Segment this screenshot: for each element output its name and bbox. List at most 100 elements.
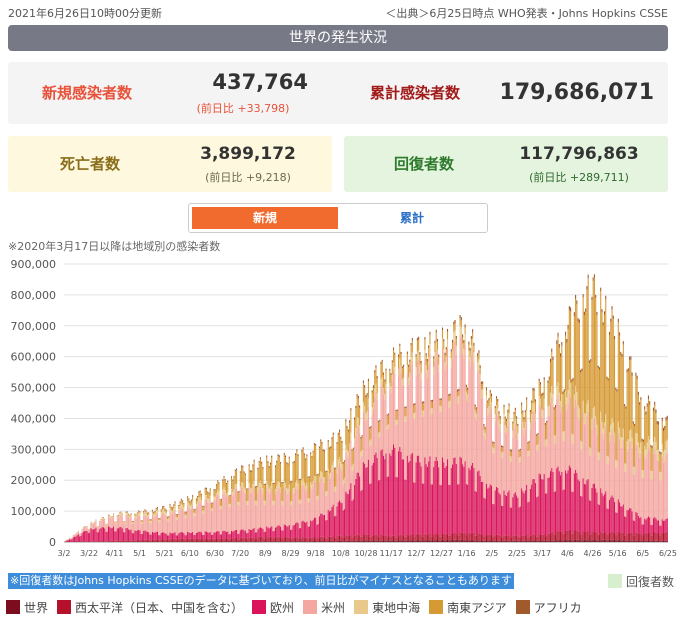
bar-segment-se_asia: [541, 396, 543, 410]
bar-segment-europe: [177, 535, 179, 540]
bar-segment-americas: [542, 418, 544, 480]
bar-segment-world: [277, 541, 279, 542]
bar-segment-world: [642, 540, 644, 542]
bar-segment-africa: [472, 329, 474, 333]
view-toggle: 新規 累計: [188, 203, 488, 233]
bar-segment-east_med: [455, 345, 457, 356]
bar-segment-se_asia: [145, 511, 147, 513]
bar-segment-west_pacific: [288, 537, 290, 542]
bar-segment-se_asia: [107, 514, 110, 516]
bar-segment-americas: [107, 516, 110, 527]
bar-segment-world: [644, 540, 646, 542]
bar-segment-americas: [532, 411, 534, 480]
bar-segment-americas: [414, 418, 416, 483]
bar-segment-west_pacific: [386, 537, 388, 541]
bar-segment-africa: [547, 380, 549, 384]
bar-segment-east_med: [223, 487, 225, 492]
bar-segment-east_med: [182, 504, 184, 509]
bar-segment-east_med: [106, 524, 108, 526]
bar-segment-east_med: [641, 469, 643, 478]
bar-segment-west_pacific: [312, 537, 314, 542]
bar-segment-east_med: [474, 410, 476, 418]
bar-segment-east_med: [384, 393, 386, 401]
bar-segment-east_med: [657, 449, 660, 461]
bar-segment-africa: [375, 365, 377, 368]
bar-segment-east_med: [151, 512, 153, 516]
bar-segment-west_pacific: [357, 534, 359, 541]
bar-segment-americas: [590, 456, 592, 501]
bar-segment-se_asia: [282, 483, 284, 502]
bar-segment-americas: [297, 488, 299, 524]
legend-label: 米州: [321, 601, 346, 615]
bar-segment-east_med: [483, 430, 485, 437]
bar-segment-east_med: [219, 506, 221, 510]
bar-segment-europe: [475, 491, 477, 536]
bar-segment-africa: [619, 332, 621, 336]
bar-segment-africa: [644, 406, 646, 410]
y-tick-label: 900,000: [11, 258, 57, 271]
bar-segment-americas: [173, 512, 175, 533]
bar-segment-europe: [168, 535, 170, 540]
bar-segment-east_med: [558, 392, 560, 405]
new-cases-label: 新規感染者数: [42, 84, 133, 102]
bar-segment-west_pacific: [517, 536, 519, 541]
bar-segment-se_asia: [600, 291, 602, 412]
bar-segment-world: [458, 540, 460, 542]
bar-segment-west_pacific: [217, 538, 219, 542]
bar-segment-se_asia: [567, 328, 569, 390]
bar-segment-east_med: [557, 382, 559, 396]
bar-segment-world: [429, 539, 431, 542]
bar-segment-west_pacific: [489, 534, 491, 541]
bar-segment-world: [286, 541, 288, 542]
bar-segment-europe: [410, 454, 412, 535]
tab-new[interactable]: 新規: [192, 207, 338, 229]
bar-segment-east_med: [424, 349, 426, 359]
bar-segment-se_asia: [128, 514, 130, 516]
bar-segment-americas: [212, 510, 214, 535]
bar-segment-east_med: [202, 510, 204, 514]
bar-segment-world: [656, 540, 658, 542]
bar-segment-world: [410, 540, 412, 542]
bar-segment-americas: [174, 509, 176, 533]
bar-segment-americas: [605, 425, 607, 492]
bar-segment-world: [480, 540, 482, 542]
bar-segment-east_med: [210, 508, 212, 512]
bar-segment-se_asia: [234, 471, 236, 485]
bar-segment-europe: [246, 533, 248, 539]
bar-segment-east_med: [533, 403, 535, 412]
bar-segment-east_med: [215, 492, 218, 497]
bar-segment-europe: [381, 449, 383, 536]
bar-segment-americas: [441, 347, 444, 458]
tab-total[interactable]: 累計: [399, 211, 424, 225]
bar-segment-west_pacific: [539, 534, 541, 541]
bar-segment-americas: [488, 414, 490, 488]
bar-segment-east_med: [506, 427, 508, 435]
bar-segment-west_pacific: [391, 535, 393, 541]
bar-segment-east_med: [370, 439, 372, 446]
bar-segment-americas: [79, 534, 81, 537]
bar-segment-americas: [644, 456, 646, 519]
bar-segment-east_med: [168, 518, 170, 522]
y-tick-label: 700,000: [11, 320, 57, 333]
bar-segment-east_med: [622, 428, 624, 440]
bar-segment-se_asia: [582, 297, 584, 401]
bar-segment-americas: [187, 506, 189, 532]
bar-segment-americas: [360, 457, 362, 492]
bar-segment-africa: [439, 398, 441, 401]
bar-segment-west_pacific: [621, 532, 623, 541]
bar-segment-east_med: [331, 465, 333, 472]
bar-segment-americas: [526, 418, 528, 485]
bar-segment-west_pacific: [421, 536, 423, 541]
bar-segment-world: [537, 540, 539, 542]
bar-segment-americas: [642, 477, 644, 525]
bar-segment-east_med: [582, 400, 584, 413]
bar-segment-west_pacific: [639, 533, 641, 541]
bar-segment-americas: [558, 404, 560, 472]
bar-segment-world: [375, 540, 377, 542]
bar-segment-americas: [94, 522, 96, 529]
bar-segment-se_asia: [517, 425, 519, 434]
bar-segment-west_pacific: [202, 539, 204, 542]
bar-segment-world: [598, 540, 601, 542]
bar-segment-africa: [220, 498, 223, 500]
bar-segment-africa: [312, 450, 314, 453]
